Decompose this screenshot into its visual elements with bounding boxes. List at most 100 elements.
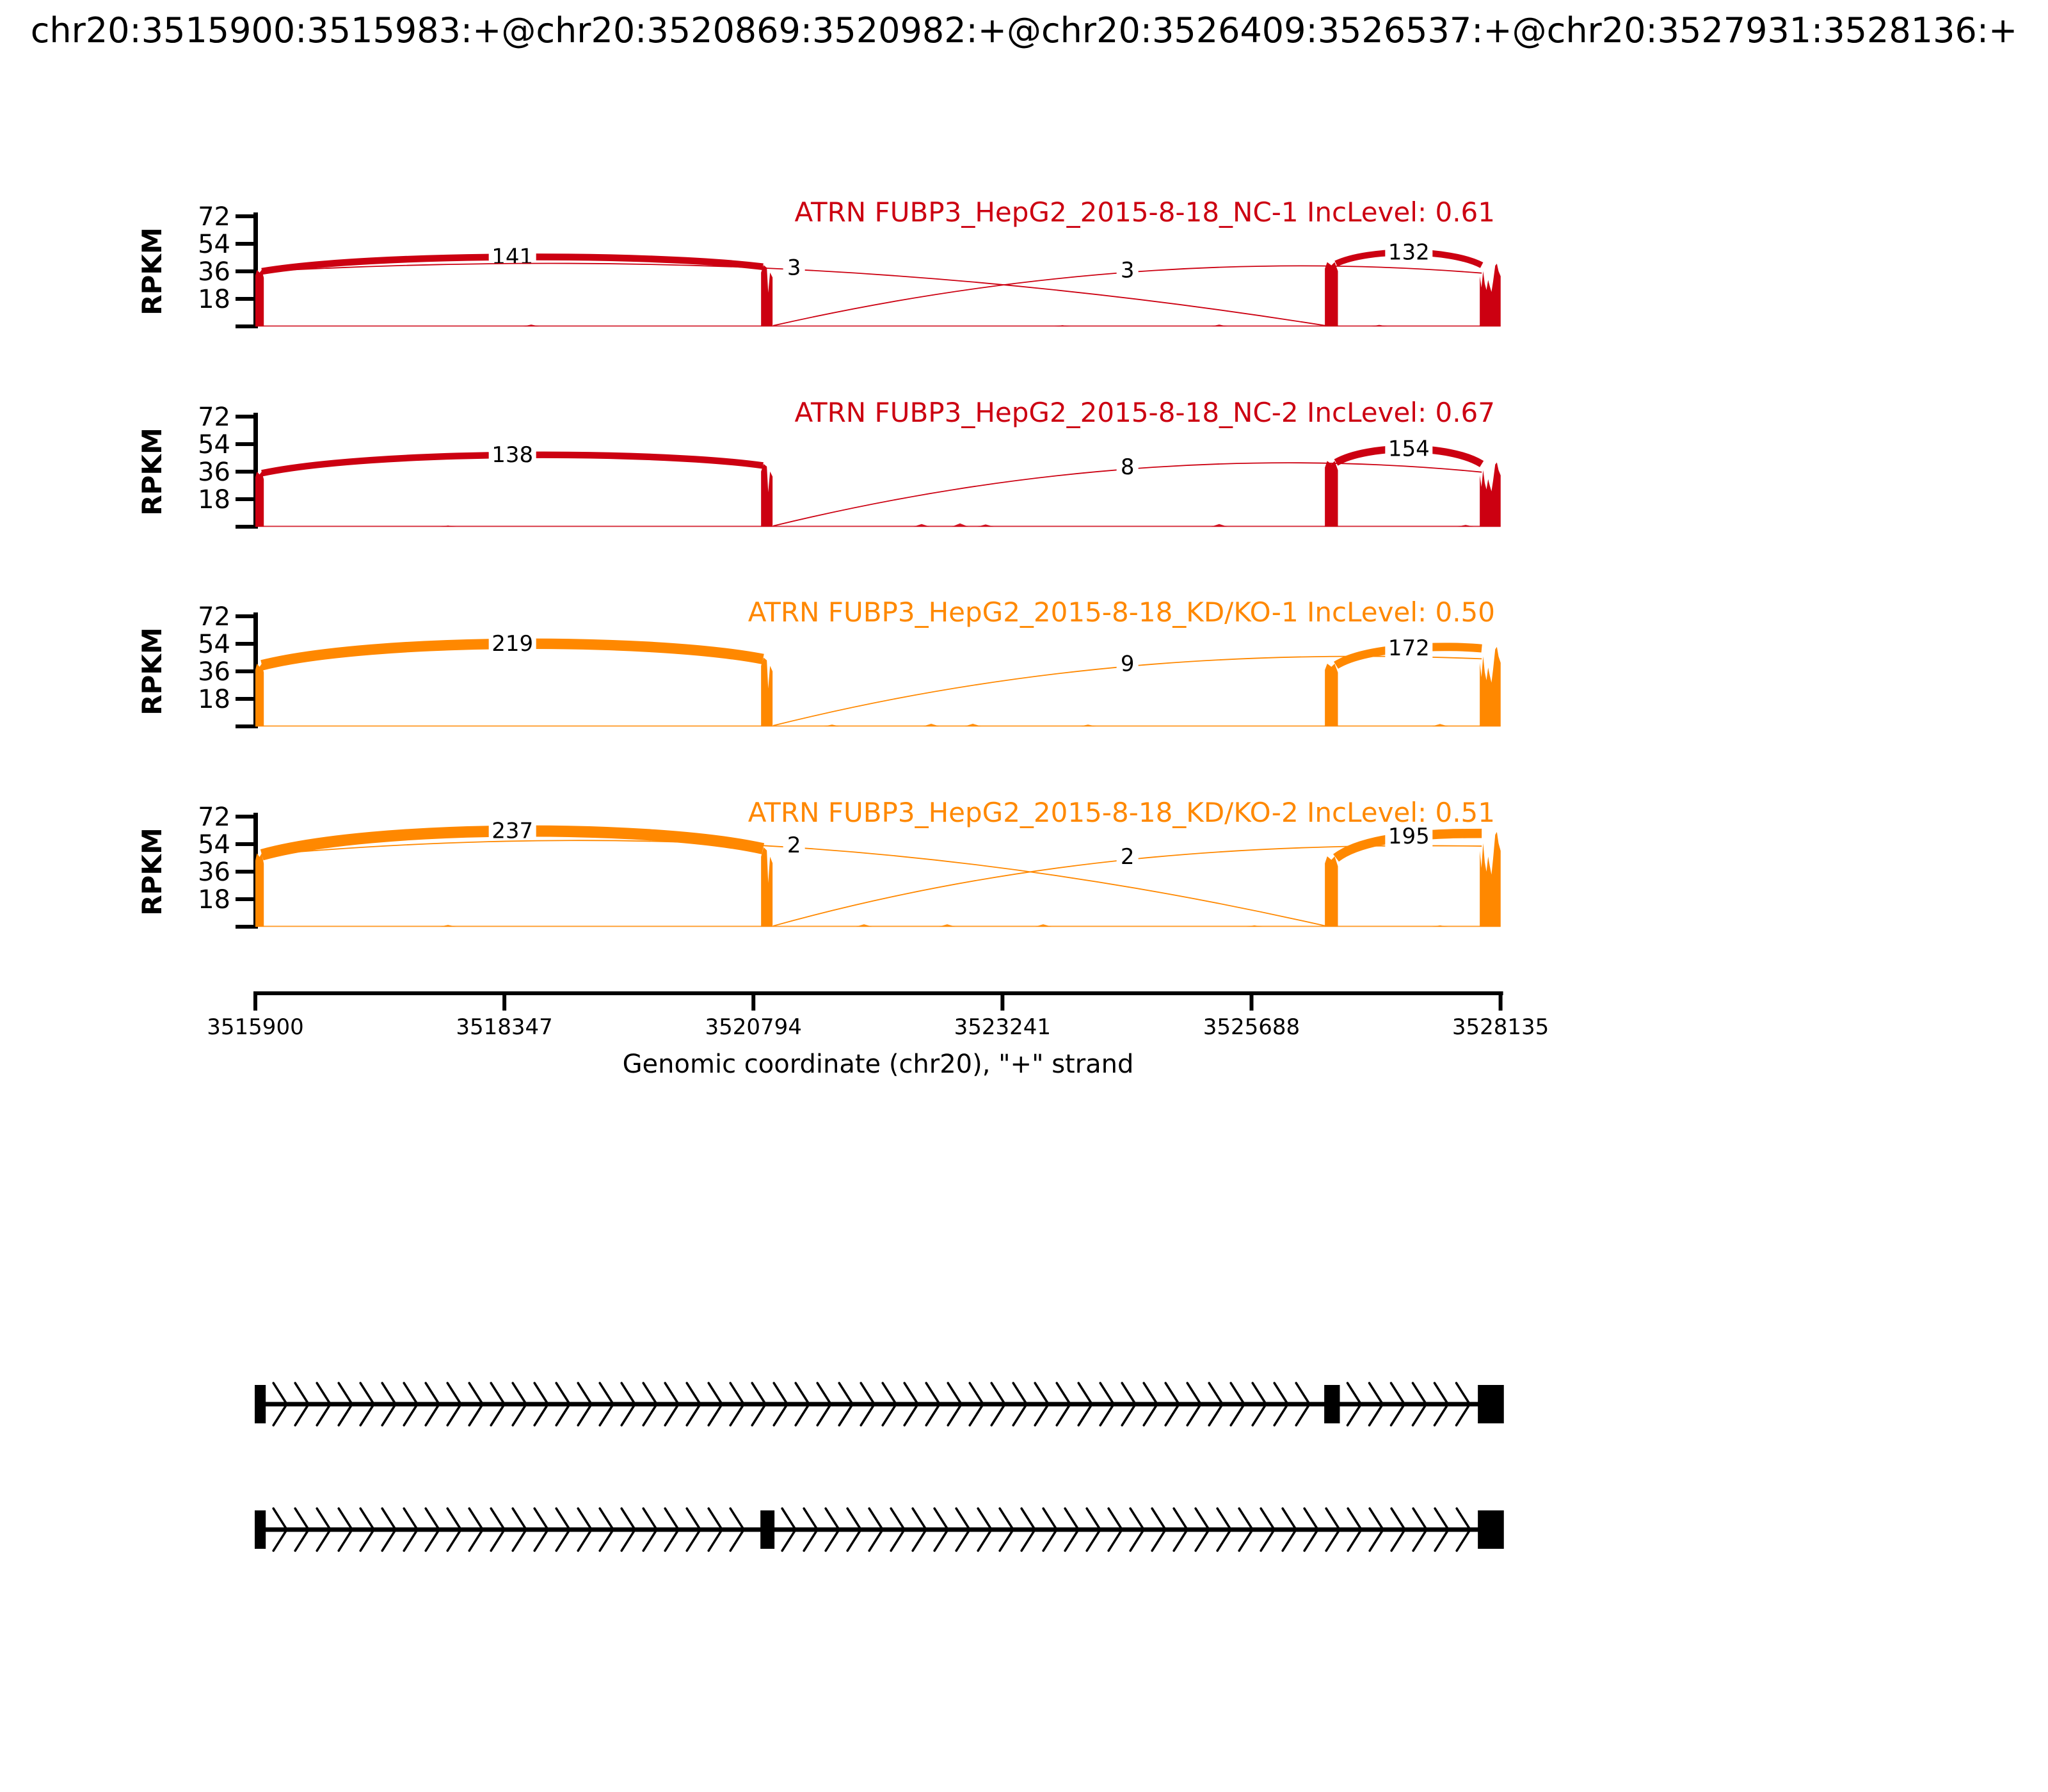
intron-direction-chevron bbox=[1295, 1382, 1311, 1427]
exon-coverage bbox=[761, 657, 773, 726]
intron-direction-chevron bbox=[1303, 1507, 1320, 1552]
junction-count-label: 172 bbox=[1388, 636, 1430, 661]
intron-direction-chevron bbox=[729, 1507, 746, 1552]
coverage-noise bbox=[1432, 724, 1448, 726]
intron-direction-chevron bbox=[1389, 1382, 1406, 1427]
intron-direction-chevron bbox=[707, 1507, 724, 1552]
exon-coverage bbox=[1480, 831, 1501, 927]
y-tick-label: 18 bbox=[198, 285, 230, 314]
y-axis-tick bbox=[236, 842, 256, 846]
junction-label-box bbox=[488, 817, 536, 844]
intron-direction-chevron bbox=[642, 1382, 659, 1427]
y-axis-tick bbox=[236, 414, 256, 419]
y-tick-label: 72 bbox=[198, 202, 230, 232]
intron-direction-chevron bbox=[1034, 1382, 1050, 1427]
x-axis-title: Genomic coordinate (chr20), "+" strand bbox=[622, 1050, 1134, 1079]
junction-count-label: 3 bbox=[1121, 258, 1135, 284]
y-tick-label: 36 bbox=[198, 858, 230, 887]
x-axis-tick bbox=[502, 995, 507, 1011]
intron-direction-chevron bbox=[1186, 1382, 1203, 1427]
junction-label-box bbox=[1385, 822, 1433, 849]
intron-direction-chevron bbox=[890, 1507, 906, 1552]
track-title: ATRN FUBP3_HepG2_2015-8-18_KD/KO-1 IncLe… bbox=[748, 596, 1495, 628]
intron-direction-chevron bbox=[446, 1382, 463, 1427]
intron-direction-chevron bbox=[272, 1382, 289, 1427]
x-axis-tick bbox=[1498, 995, 1503, 1011]
transcript-exon-box bbox=[1324, 1385, 1340, 1423]
exon-coverage bbox=[761, 464, 773, 527]
intron-direction-chevron bbox=[925, 1382, 941, 1427]
exon-coverage bbox=[1325, 664, 1338, 726]
coverage-noise bbox=[824, 724, 840, 726]
y-tick-label: 54 bbox=[198, 430, 230, 460]
junction-count-label: 154 bbox=[1388, 436, 1430, 461]
transcript-exon-box bbox=[255, 1385, 266, 1423]
coverage-noise bbox=[856, 924, 872, 927]
intron-direction-chevron bbox=[1164, 1382, 1181, 1427]
intron-direction-chevron bbox=[1042, 1507, 1059, 1552]
intron-direction-chevron bbox=[511, 1507, 528, 1552]
coverage-noise bbox=[440, 925, 456, 927]
intron-direction-chevron bbox=[1229, 1382, 1246, 1427]
intron-direction-chevron bbox=[1085, 1507, 1102, 1552]
intron-direction-chevron bbox=[577, 1382, 593, 1427]
intron-direction-chevron bbox=[1077, 1382, 1094, 1427]
coverage-noise bbox=[939, 924, 956, 927]
y-tick-label: 36 bbox=[198, 257, 230, 287]
junction-count-label: 132 bbox=[1388, 239, 1430, 265]
intron-direction-chevron bbox=[803, 1507, 819, 1552]
junction-arc bbox=[772, 265, 1482, 326]
y-axis-tick bbox=[236, 269, 256, 273]
intron-direction-chevron bbox=[598, 1382, 615, 1427]
intron-direction-chevron bbox=[1107, 1507, 1124, 1552]
intron-direction-chevron bbox=[555, 1507, 572, 1552]
intron-direction-chevron bbox=[816, 1382, 833, 1427]
x-tick-label: 3520794 bbox=[705, 1014, 802, 1040]
intron-direction-chevron bbox=[1260, 1507, 1276, 1552]
y-tick-label: 54 bbox=[198, 230, 230, 259]
y-tick-label: 72 bbox=[198, 403, 230, 432]
y-axis-tick bbox=[236, 641, 256, 646]
junction-label-box bbox=[783, 831, 805, 859]
intron-direction-chevron bbox=[272, 1507, 289, 1552]
intron-direction-chevron bbox=[977, 1507, 993, 1552]
coverage-noise bbox=[440, 525, 456, 527]
intron-direction-chevron bbox=[707, 1382, 724, 1427]
coverage-noise bbox=[1211, 324, 1228, 326]
intron-direction-chevron bbox=[860, 1382, 876, 1427]
coverage-noise bbox=[1211, 524, 1228, 527]
intron-direction-chevron bbox=[1281, 1507, 1298, 1552]
x-tick-label: 3518347 bbox=[456, 1014, 552, 1040]
exon-coverage bbox=[255, 853, 264, 927]
transcript-exon-box bbox=[1478, 1510, 1504, 1549]
junction-arc bbox=[772, 462, 1482, 527]
junction-label-box bbox=[488, 243, 536, 270]
y-axis-tick bbox=[236, 897, 256, 901]
rpkm-axis-label: RPKM bbox=[136, 227, 168, 315]
junction-label-box bbox=[1116, 650, 1139, 677]
transcript-exon-box bbox=[760, 1510, 775, 1549]
junction-label-box bbox=[1385, 634, 1433, 661]
intron-direction-chevron bbox=[1368, 1507, 1385, 1552]
transcript-exon-box bbox=[255, 1510, 266, 1549]
coverage-baseline bbox=[255, 925, 1501, 927]
y-tick-label: 72 bbox=[198, 602, 230, 632]
intron-direction-chevron bbox=[664, 1507, 680, 1552]
intron-direction-chevron bbox=[620, 1507, 637, 1552]
intron-direction-chevron bbox=[533, 1382, 550, 1427]
intron-direction-chevron bbox=[1208, 1382, 1224, 1427]
intron-direction-chevron bbox=[1020, 1507, 1037, 1552]
intron-direction-chevron bbox=[294, 1507, 310, 1552]
exon-coverage bbox=[1325, 262, 1338, 326]
junction-count-label: 219 bbox=[492, 631, 533, 657]
y-axis-tick bbox=[236, 214, 256, 218]
intron-direction-chevron bbox=[846, 1507, 863, 1552]
x-tick-label: 3525688 bbox=[1203, 1014, 1300, 1040]
intron-direction-chevron bbox=[316, 1382, 332, 1427]
intron-direction-chevron bbox=[933, 1507, 950, 1552]
intron-direction-chevron bbox=[968, 1382, 985, 1427]
coverage-noise bbox=[1371, 324, 1388, 326]
y-tick-label: 36 bbox=[198, 657, 230, 687]
intron-direction-chevron bbox=[1325, 1507, 1341, 1552]
